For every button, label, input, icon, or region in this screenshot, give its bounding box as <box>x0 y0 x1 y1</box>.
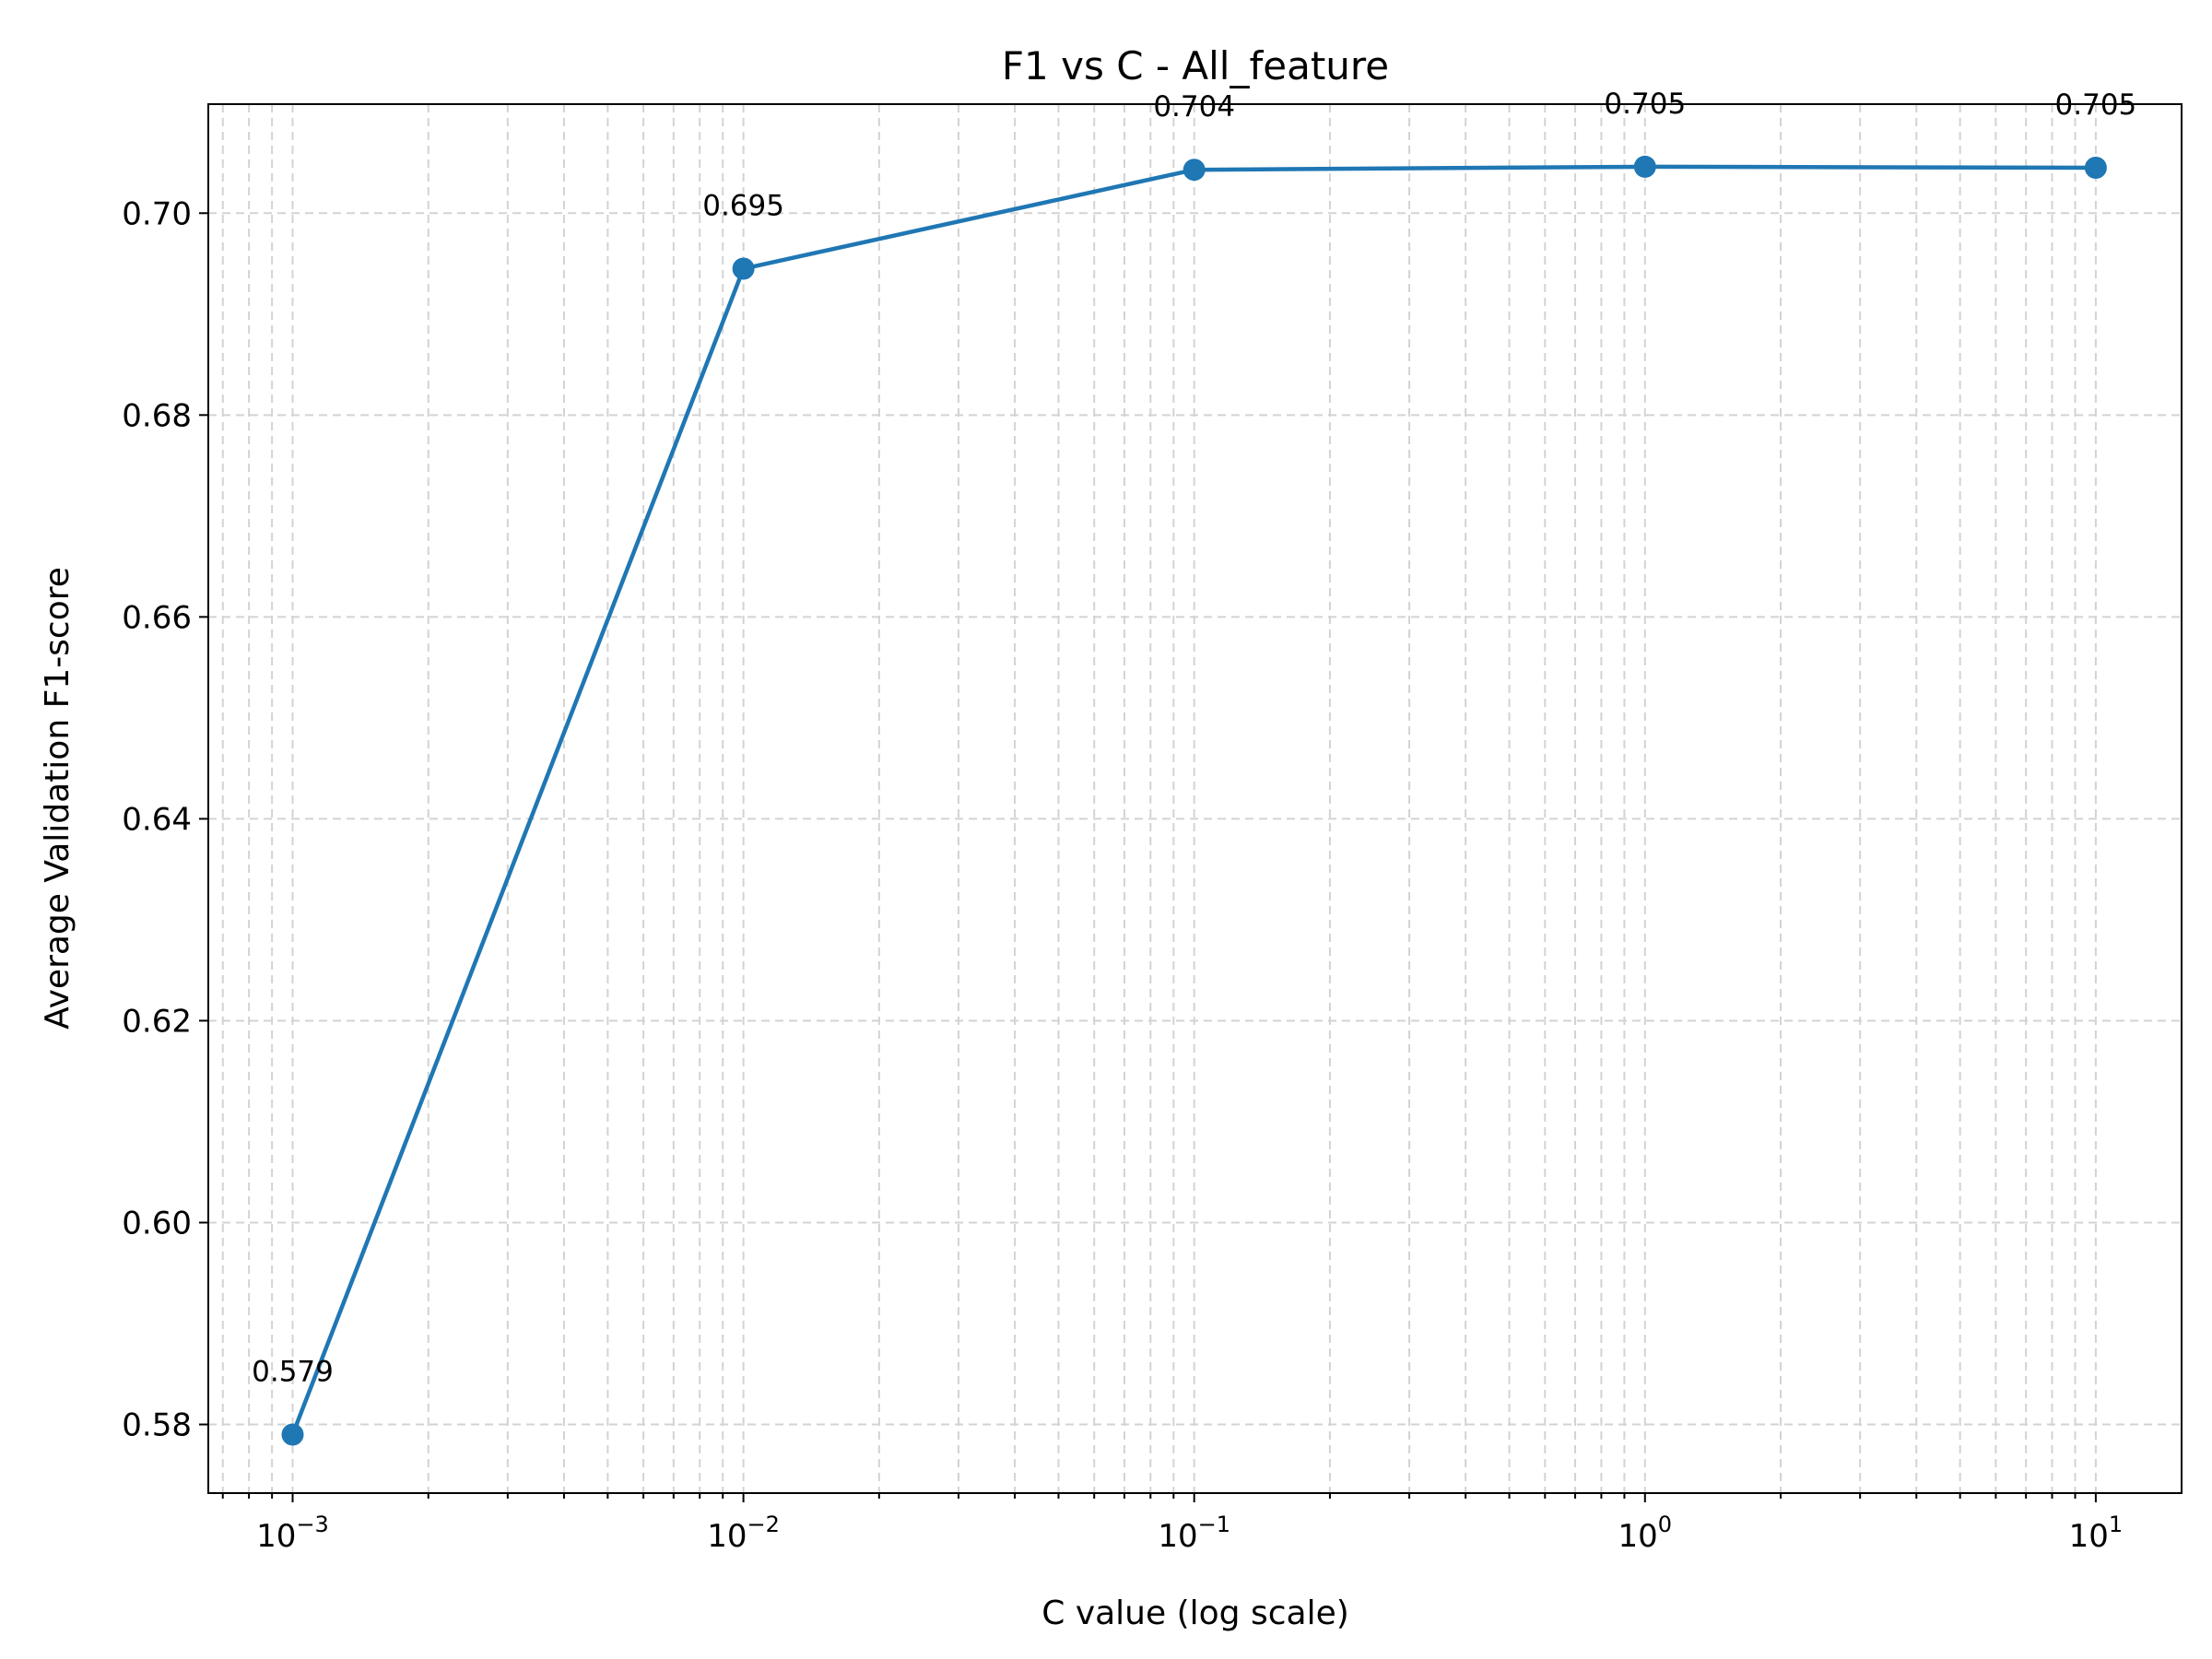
y-tick-label: 0.60 <box>122 1205 192 1241</box>
axis-ticks: 0.58 0.60 0.62 0.64 0.66 0.68 0.70 10−3 10−2 10−1… <box>122 195 2123 1555</box>
x-tick-label: 10−1 <box>1158 1512 1230 1555</box>
x-tick-label: 10−3 <box>256 1512 329 1555</box>
x-tick-label: 100 <box>1618 1512 1673 1555</box>
data-point <box>1633 155 1656 178</box>
data-label: 0.695 <box>702 190 784 223</box>
data-point <box>732 257 755 280</box>
x-tick-label: 101 <box>2069 1512 2124 1555</box>
x-axis-label: C value (log scale) <box>1041 1594 1349 1632</box>
y-tick-label: 0.58 <box>122 1407 192 1444</box>
y-tick-label: 0.68 <box>122 397 192 434</box>
grid-lines <box>208 104 2182 1493</box>
y-axis-label: Average Validation F1-score <box>39 567 76 1030</box>
data-point <box>2084 156 2107 179</box>
chart-title: F1 vs C - All_feature <box>1002 43 1389 88</box>
y-tick-label: 0.62 <box>122 1003 192 1040</box>
data-label: 0.579 <box>252 1355 334 1388</box>
data-point <box>281 1423 304 1446</box>
y-tick-label: 0.64 <box>122 801 192 838</box>
data-label: 0.704 <box>1153 90 1235 124</box>
plot-frame <box>207 103 2183 1494</box>
y-tick-label: 0.66 <box>122 599 192 636</box>
y-tick-label: 0.70 <box>122 195 192 232</box>
data-point <box>1182 159 1206 182</box>
x-tick-label: 10−2 <box>707 1512 780 1555</box>
